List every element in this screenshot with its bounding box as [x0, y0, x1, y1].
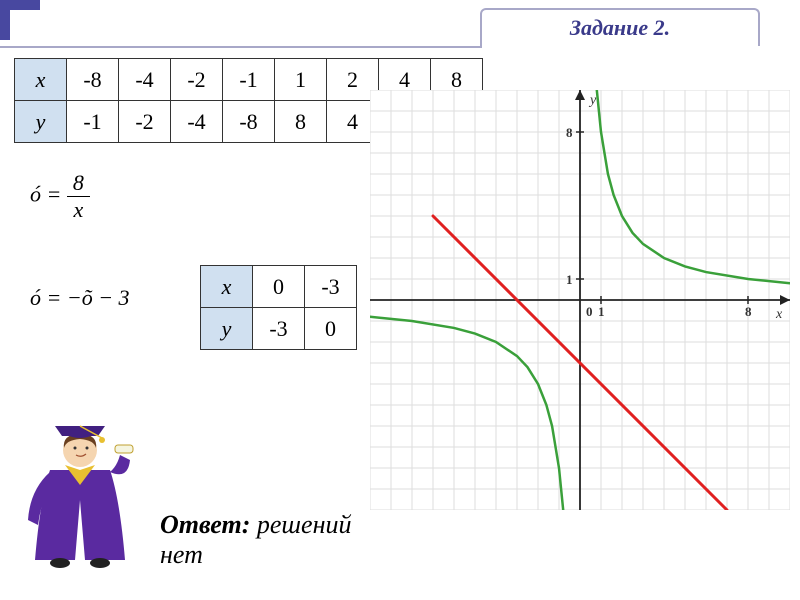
t1-y-4: 8	[275, 101, 327, 143]
task-header: Задание 2.	[480, 8, 760, 46]
svg-text:x: x	[775, 307, 783, 322]
t2-x-0: 0	[253, 266, 305, 308]
t1-y-2: -4	[171, 101, 223, 143]
svg-text:1: 1	[566, 272, 573, 287]
graduate-icon	[20, 400, 140, 570]
t1-y-1: -2	[119, 101, 171, 143]
eq1-num: 8	[67, 170, 90, 197]
t1-row-y-label: y	[15, 101, 67, 143]
equation-2: ó = −õ − 3	[30, 285, 130, 311]
t1-x-1: -4	[119, 59, 171, 101]
t2-x-1: -3	[305, 266, 357, 308]
t1-x-0: -8	[67, 59, 119, 101]
svg-text:1: 1	[598, 304, 605, 319]
equation-1: ó = 8 x	[30, 170, 90, 223]
eq1-fraction: 8 x	[67, 170, 90, 223]
t1-y-0: -1	[67, 101, 119, 143]
svg-text:8: 8	[745, 304, 752, 319]
accent-bar-top	[0, 0, 40, 10]
svg-text:y: y	[588, 93, 597, 108]
t2-y-0: -3	[253, 308, 305, 350]
answer-block: Ответ: решений нет	[160, 510, 352, 570]
t2-y-1: 0	[305, 308, 357, 350]
t1-row-x-label: x	[15, 59, 67, 101]
svg-text:8: 8	[566, 125, 573, 140]
answer-label: Ответ:	[160, 510, 257, 539]
accent-bar-left	[0, 10, 10, 40]
t2-row-y-label: y	[201, 308, 253, 350]
t1-x-3: -1	[223, 59, 275, 101]
task-title: Задание 2.	[570, 15, 670, 41]
svg-text:0: 0	[586, 304, 593, 319]
t1-y-3: -8	[223, 101, 275, 143]
t1-x-4: 1	[275, 59, 327, 101]
data-table-2: x 0 -3 y -3 0	[200, 265, 357, 350]
t1-x-2: -2	[171, 59, 223, 101]
eq1-den: x	[67, 197, 90, 223]
eq1-lhs: ó =	[30, 182, 61, 207]
coordinate-chart: 01818xy	[370, 90, 790, 510]
t2-row-x-label: x	[201, 266, 253, 308]
